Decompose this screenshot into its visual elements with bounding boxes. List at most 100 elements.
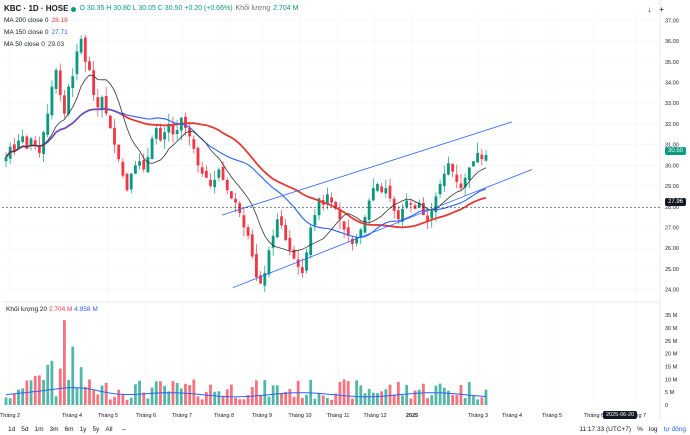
chart-top-controls: ↓ + [647,5,664,14]
volume-bar [484,389,488,405]
candle-body [367,200,371,220]
range-all[interactable]: All [105,426,113,433]
volume-bar [108,399,112,405]
volume-bar [409,398,413,405]
range-5d[interactable]: 5d [21,426,29,433]
time-tick: Tháng 9 [252,413,272,419]
volume-bar [217,391,221,405]
candle-body [42,132,45,154]
log-toggle[interactable]: log [648,426,658,433]
volume-bar [430,395,434,405]
volume-bar [4,397,8,405]
volume-tick: 15 M [665,364,678,370]
volume-bar [46,364,50,405]
candle-body [330,197,333,203]
candle-body [480,154,484,160]
candle-body [92,70,96,95]
candle-body [242,215,246,228]
candle-body [125,173,129,191]
volume-bar [321,395,325,405]
price-tick: 36.00 [665,39,679,45]
channel-upper-line [221,121,513,216]
candle-body [426,215,429,222]
volume-bar [113,396,116,405]
candle-body [409,203,413,205]
range-1m[interactable]: 1m [34,426,44,433]
candle-body [33,140,37,145]
candle-body [167,123,171,133]
volume-bar [209,384,212,405]
time-tick: Tháng 6 [136,413,156,419]
volume-bar [259,395,263,405]
volume-bar [188,385,192,405]
ma200-legend[interactable]: MA 200 close 0 28.18 [4,17,68,24]
range-1y[interactable]: 1y [79,426,87,433]
volume-bar [117,389,121,405]
volume-bar [234,397,237,405]
volume-bar [204,391,208,405]
candle-body [121,161,125,176]
ma150-legend[interactable]: MA 150 close 0 27.71 [4,29,68,36]
volume-tick: 5 M [665,390,675,396]
collapse-icon[interactable]: ↓ [647,5,652,14]
volume-bar [342,379,346,405]
candle-body [113,127,116,145]
volume-bar [21,388,25,405]
auto-scale-toggle[interactable]: tự động [663,426,686,433]
ma50-legend[interactable]: MA 50 close 0 29.03 [4,41,65,48]
range-6m[interactable]: 6m [64,426,74,433]
candle-body [421,202,425,216]
volume-bar [459,385,463,405]
volume-bar [417,389,421,405]
candle-body [83,37,87,62]
candle-body [146,157,150,173]
volume-bar [121,393,125,405]
candle-body [100,97,104,111]
volume-bar [67,379,71,405]
volume-bar [288,389,292,405]
volume-bar [371,392,375,405]
symbol-title[interactable]: KBC · 1D · HOSE [4,4,69,13]
candle-body [154,128,158,139]
candle-body [188,128,192,137]
candle-body [79,39,83,53]
range-1d[interactable]: 1d [8,426,16,433]
last-price-tag: 30.50 [664,147,686,155]
candle-body [50,86,54,116]
candle-body [37,146,41,153]
volume-bar [242,399,246,405]
range-5y[interactable]: 5y [92,426,100,433]
candle-body [117,144,121,160]
candle-body [455,174,459,182]
volume-bar [388,384,392,405]
candle-body [138,161,141,166]
date-range-icon[interactable]: ⇔ [120,426,128,433]
candle-body [246,227,250,236]
volume-legend[interactable]: Khối lượng 20 2.704 M 4.958 M [6,306,98,313]
time-tick: 2025 [406,413,418,419]
candle-body [259,275,263,284]
clock: 11:17:33 (UTC+7) [579,426,632,433]
volume-bar [447,390,450,405]
volume-bar [355,380,359,405]
candle-body [150,138,154,160]
volume-bar [426,398,429,405]
chart-legend: KBC · 1D · HOSE O 30.35 H 30.80 L 30.05 … [4,3,298,51]
add-icon[interactable]: + [659,5,664,14]
volume-bar [275,385,279,405]
candle-body [484,155,488,161]
candle-body [396,210,400,220]
price-tick: 26.00 [665,246,679,252]
candle-body [71,76,75,89]
volume-bar [29,380,33,405]
volume-bar [317,393,321,405]
range-3m[interactable]: 3m [49,426,59,433]
candle-body [346,227,350,236]
candle-body [234,198,237,203]
candle-body [133,165,137,174]
percent-toggle[interactable]: % [637,426,643,433]
volume-bar [305,394,308,405]
candle-body [29,138,33,146]
time-tick: Tháng 3 [468,413,488,419]
